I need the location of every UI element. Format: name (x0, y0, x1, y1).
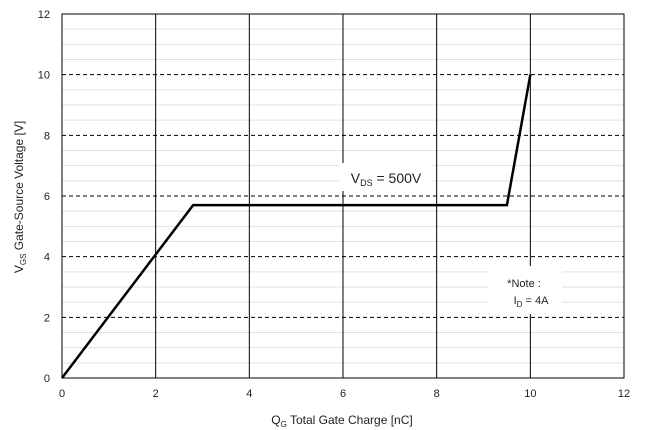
y-tick-label: 10 (38, 70, 50, 82)
vds-condition-box (339, 163, 433, 191)
y-tick-label: 2 (44, 312, 50, 324)
major-gridlines (62, 14, 624, 378)
y-tick-label: 6 (44, 191, 50, 203)
y-tick-label: 8 (44, 130, 50, 142)
y-tick-label: 0 (44, 373, 50, 385)
x-tick-label: 0 (59, 388, 65, 400)
x-tick-labels: 0 2 4 6 8 10 12 (59, 388, 630, 400)
series-layer (61, 74, 532, 379)
x-tick-label: 8 (434, 388, 440, 400)
y-tick-labels: 0 2 4 6 8 10 12 (38, 9, 50, 385)
y-tick-label: 4 (44, 252, 50, 264)
x-tick-label: 2 (153, 388, 159, 400)
x-axis-title: QG Total Gate Charge [nC] (271, 413, 412, 429)
plot-area-frame (61, 13, 625, 379)
note-title: *Note : (507, 278, 541, 290)
y-axis-title: VGS Gate-Source Voltage [V] (12, 121, 28, 273)
y-tick-label: 12 (38, 9, 50, 21)
gate-charge-curve (61, 74, 532, 379)
vds-condition-label: VDS = 500V (351, 170, 422, 188)
x-tick-label: 12 (618, 388, 630, 400)
x-tick-label: 4 (246, 388, 252, 400)
note-box (488, 266, 562, 314)
x-tick-label: 6 (340, 388, 346, 400)
x-tick-label: 10 (524, 388, 536, 400)
note-current-label: ID = 4A (514, 295, 549, 309)
